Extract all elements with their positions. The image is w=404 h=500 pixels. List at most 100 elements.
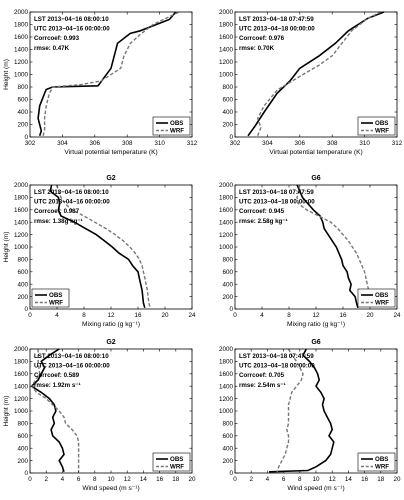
- y-tick-label: 800: [17, 257, 28, 264]
- y-tick-label: 200: [222, 294, 233, 301]
- y-tick-label: 1000: [219, 72, 234, 79]
- y-tick-label: 2000: [219, 9, 234, 16]
- series-line-obs: [30, 348, 65, 473]
- y-tick-label: 400: [17, 445, 28, 452]
- x-tick-label: 312: [392, 140, 403, 147]
- annotation-line: rmse: 1.92m s⁻¹: [34, 382, 81, 389]
- x-tick-label: 18: [172, 476, 180, 483]
- x-tick-label: 2: [249, 476, 253, 483]
- y-tick-label: 0: [229, 134, 233, 141]
- panel-title: G2: [106, 339, 115, 346]
- x-tick-label: 4: [61, 476, 65, 483]
- y-tick-label: 1200: [219, 396, 234, 403]
- x-axis-title: Wind speed (m s⁻¹): [82, 485, 139, 492]
- x-tick-label: 12: [107, 312, 115, 319]
- x-tick-label: 2: [44, 476, 48, 483]
- annotation-line: LST 2013−04−18 07:47:59: [239, 353, 314, 360]
- y-tick-label: 800: [222, 421, 233, 428]
- series-line-wrf: [42, 11, 180, 137]
- panel-2: 302 304 306 308 310 312 0 200 400 600 800 1000 1200 1…: [219, 9, 403, 156]
- y-tick-label: 1400: [14, 219, 29, 226]
- y-tick-label: 800: [222, 257, 233, 264]
- x-tick-label: 10: [107, 476, 115, 483]
- y-tick-label: 1400: [219, 219, 234, 226]
- y-axis-title: Height (m): [3, 232, 10, 263]
- y-tick-label: 1800: [219, 22, 234, 29]
- y-tick-label: 1800: [14, 22, 29, 29]
- series-line-wrf: [56, 184, 151, 308]
- legend-label-wrf: WRF: [375, 300, 389, 307]
- y-tick-label: 0: [24, 134, 28, 141]
- y-tick-label: 0: [24, 470, 28, 477]
- y-tick-label: 600: [17, 433, 28, 440]
- x-tick-label: 16: [361, 476, 369, 483]
- series-line-wrf: [30, 349, 80, 472]
- y-tick-label: 1600: [14, 207, 29, 214]
- annotation-line: UTC 2013−04−16 00:00:00: [34, 26, 110, 33]
- y-tick-label: 400: [17, 281, 28, 288]
- x-axis-title: Virtual potential temperature (K): [269, 149, 362, 156]
- y-tick-label: 1000: [14, 72, 29, 79]
- y-tick-label: 0: [229, 306, 233, 313]
- annotation-line: rmse: 0.70K: [239, 45, 275, 52]
- panel-title: G6: [311, 175, 320, 182]
- y-tick-label: 200: [222, 122, 233, 129]
- y-tick-label: 800: [17, 421, 28, 428]
- y-axis-title: Height (m): [3, 396, 10, 427]
- x-tick-label: 308: [122, 140, 133, 147]
- annotation-line: Corrcoef: 0.945: [239, 208, 285, 215]
- x-tick-label: 12: [124, 476, 132, 483]
- y-tick-label: 1000: [14, 408, 29, 415]
- y-tick-label: 2000: [14, 182, 29, 189]
- y-tick-label: 1400: [14, 383, 29, 390]
- y-tick-label: 200: [17, 458, 28, 465]
- legend-label-obs: OBS: [170, 456, 183, 463]
- y-tick-label: 1200: [219, 59, 234, 66]
- annotation-line: Corrcoef: 0.705: [239, 372, 285, 379]
- y-tick-label: 1000: [219, 244, 234, 251]
- legend-label-wrf: WRF: [375, 128, 389, 135]
- x-tick-label: 8: [93, 476, 97, 483]
- annotation-line: LST 2013−04−16 08:00:10: [34, 189, 109, 196]
- series-line-wrf: [256, 11, 382, 137]
- annotation-line: Corrcoef: 0.993: [34, 35, 80, 42]
- annotation-line: LST 2013−04−18 07:47:59: [239, 16, 314, 23]
- y-tick-label: 2000: [219, 346, 234, 353]
- x-tick-label: 4: [266, 476, 270, 483]
- panel-title: G2: [106, 175, 115, 182]
- y-tick-label: 1200: [219, 232, 234, 239]
- legend-label-wrf: WRF: [375, 464, 389, 471]
- y-tick-label: 1200: [14, 232, 29, 239]
- x-tick-label: 306: [295, 140, 306, 147]
- y-tick-label: 200: [17, 294, 28, 301]
- y-tick-label: 1600: [219, 371, 234, 378]
- x-axis-title: Wind speed (m s⁻¹): [287, 485, 344, 492]
- y-tick-label: 1800: [14, 359, 29, 366]
- x-tick-label: 24: [188, 312, 196, 319]
- annotation-line: UTC 2013−04−16 00:00:00: [34, 363, 110, 370]
- x-tick-label: 304: [57, 140, 68, 147]
- y-tick-label: 200: [222, 458, 233, 465]
- y-tick-label: 1600: [219, 207, 234, 214]
- y-tick-label: 200: [17, 122, 28, 129]
- annotation-line: rmse: 2.58g kg⁻¹: [239, 218, 288, 225]
- annotation-line: LST 2013−04−16 08:00:10: [34, 16, 109, 23]
- x-tick-label: 4: [260, 312, 264, 319]
- y-tick-label: 800: [222, 84, 233, 91]
- y-tick-label: 400: [222, 109, 233, 116]
- legend-label-obs: OBS: [49, 292, 62, 299]
- legend-label-wrf: WRF: [170, 128, 184, 135]
- x-tick-label: 20: [188, 476, 196, 483]
- x-tick-label: 14: [345, 476, 353, 483]
- y-tick-label: 1600: [14, 371, 29, 378]
- annotation-line: UTC 2013−04−18 00:00:00: [239, 199, 315, 206]
- legend-label-wrf: WRF: [170, 464, 184, 471]
- y-tick-label: 2000: [14, 346, 29, 353]
- y-tick-label: 2000: [219, 182, 234, 189]
- y-tick-label: 400: [17, 109, 28, 116]
